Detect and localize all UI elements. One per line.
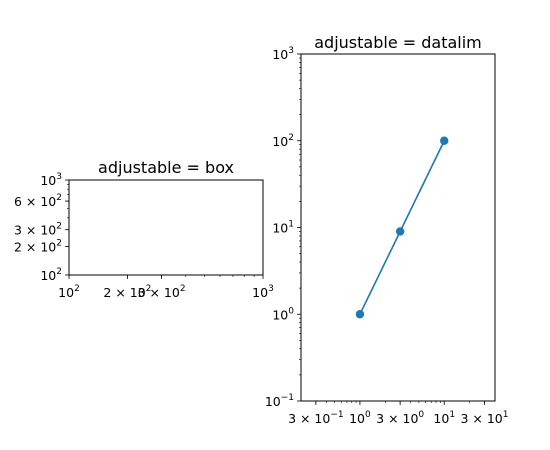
- y-tick-label: 6 × 102: [14, 193, 62, 209]
- x-tick-label: 3 × 10−1: [288, 410, 344, 426]
- y-tick-label: 2 × 102: [14, 238, 62, 254]
- x-ticks: 3 × 10−1 100 3 × 100 101 3 × 101: [288, 401, 508, 426]
- x-tick-label: 100: [349, 410, 371, 426]
- y-tick-label: 103: [40, 172, 62, 188]
- x-tick-label: 102: [58, 284, 80, 300]
- chart-title: adjustable = datalim: [314, 33, 482, 52]
- chart-title: adjustable = box: [98, 158, 234, 177]
- y-tick-label: 100: [272, 306, 294, 322]
- y-ticks: 10−1 100 101 102 103: [265, 46, 301, 409]
- x-tick-label: 103: [252, 284, 274, 300]
- data-point: [395, 227, 405, 236]
- y-tick-label: 102: [40, 267, 62, 283]
- axes-frame: [68, 179, 264, 276]
- y-tick-label: 101: [272, 220, 294, 236]
- plot-area: [355, 136, 449, 319]
- data-point: [355, 310, 365, 319]
- y-tick-label: 102: [272, 133, 294, 149]
- data-point: [440, 136, 449, 145]
- x-tick-label: 3 × 100: [376, 410, 424, 426]
- y-tick-label: 103: [272, 46, 294, 62]
- subplot-adjustable-datalim: adjustable = datalim 3 × 10−1 100 3 × 100 1…: [265, 33, 509, 426]
- x-tick-label: 101: [433, 410, 455, 426]
- y-tick-label: 3 × 102: [14, 222, 62, 238]
- x-tick-label: 3 × 101: [460, 410, 508, 426]
- axes-frame: [300, 53, 496, 402]
- x-tick-label: 2 × 102: [103, 284, 151, 300]
- x-tick-label: 3 × 102: [138, 284, 186, 300]
- y-tick-label: 10−1: [265, 393, 294, 409]
